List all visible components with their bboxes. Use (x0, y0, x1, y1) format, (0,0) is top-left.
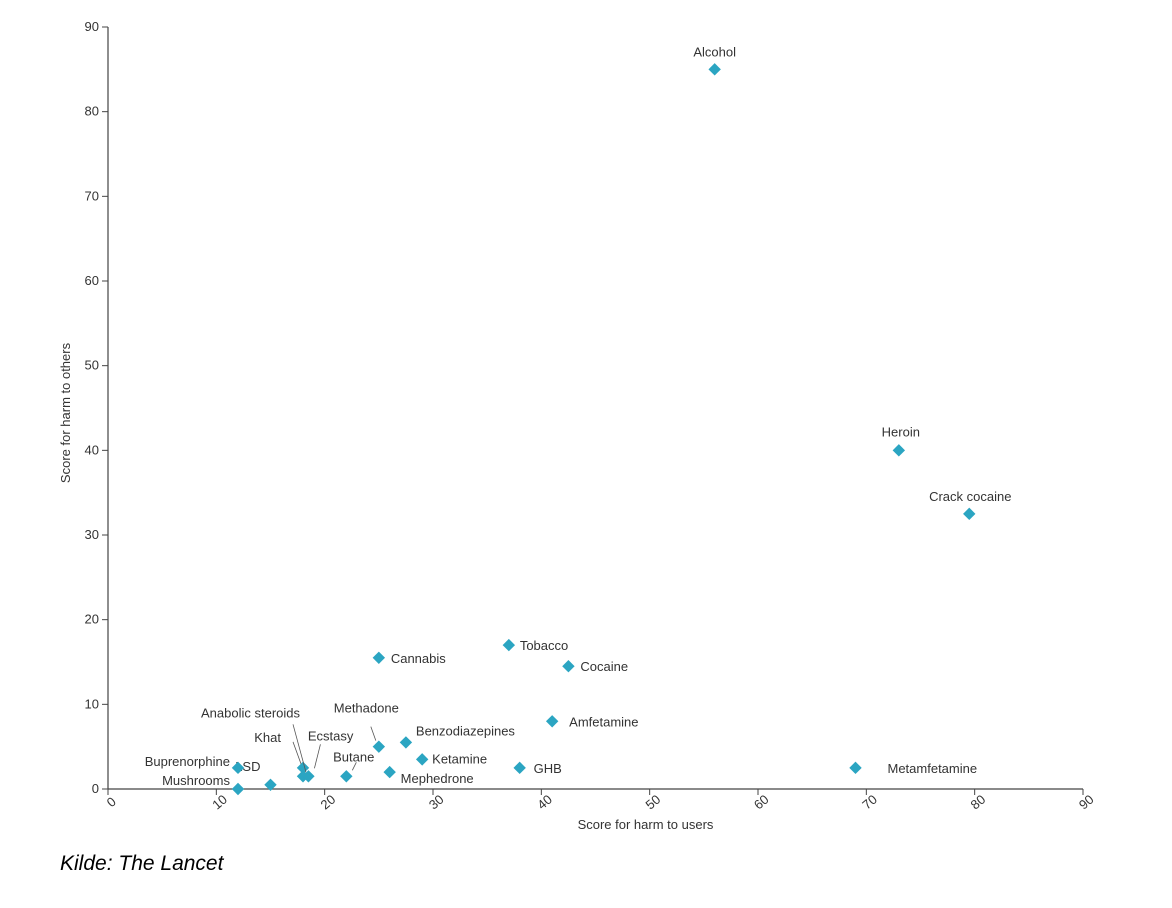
x-tick-label: 80 (968, 792, 989, 813)
point-label: Metamfetamine (888, 761, 978, 776)
point-marker (340, 770, 353, 783)
point-label: Tobacco (520, 638, 568, 653)
y-tick-label: 40 (85, 442, 99, 457)
point-marker (892, 444, 906, 457)
point-marker (231, 761, 245, 775)
point-label: Methadone (334, 701, 399, 716)
point-label: Anabolic steroids (201, 705, 300, 720)
y-tick-label: 90 (85, 19, 99, 34)
leader-line (351, 762, 357, 771)
point-marker (302, 770, 315, 783)
y-tick-label: 20 (85, 612, 99, 627)
y-tick-label: 80 (85, 104, 99, 119)
y-tick-label: 70 (85, 188, 99, 203)
source-caption: Kilde: The Lancet (60, 852, 224, 875)
point-marker (513, 761, 526, 775)
point-label: Heroin (882, 424, 920, 439)
x-tick-label: 20 (318, 792, 339, 813)
x-tick-label: 50 (643, 792, 664, 813)
point-label: Cannabis (391, 651, 446, 666)
x-tick-label: 60 (751, 792, 772, 813)
point-label: Khat (254, 730, 281, 745)
y-tick-label: 30 (85, 527, 99, 542)
y-tick-label: 10 (85, 696, 99, 711)
point-label: Cocaine (580, 659, 628, 674)
point-marker (372, 651, 386, 664)
chart-svg: 0 10 20 30 40 50 60 70 80 90 0 10 20 30 40 50 60 70 80 90 Sc… (58, 19, 1097, 832)
point-marker (296, 761, 310, 775)
x-tick-label: 30 (426, 792, 447, 813)
y-axis-title: Score for harm to others (58, 342, 73, 483)
x-tick-label: 10 (209, 792, 230, 813)
point-marker (708, 63, 721, 76)
x-tick-label: 70 (859, 792, 880, 813)
point-label: Crack cocaine (929, 489, 1011, 504)
point-label: Ketamine (432, 751, 487, 766)
x-tick-label: 0 (104, 794, 119, 810)
point-marker (383, 765, 396, 779)
point-marker (502, 638, 516, 652)
point-marker (415, 753, 429, 766)
point-label: Buprenorphine (145, 754, 230, 769)
point-marker (372, 740, 386, 753)
leader-line (370, 726, 377, 741)
point-label: Benzodiazepines (416, 723, 516, 738)
point-label: Mephedrone (401, 771, 474, 786)
x-axis-title: Score for harm to users (578, 817, 714, 832)
y-tick-label: 0 (92, 781, 99, 796)
point-marker (963, 507, 976, 521)
leader-line (292, 741, 302, 764)
point-marker (545, 715, 559, 728)
point-marker (231, 782, 245, 796)
point-label: GHB (534, 761, 562, 776)
leader-line (314, 744, 321, 769)
point-label: Amfetamine (569, 714, 638, 729)
leader-line (292, 724, 307, 773)
point-label: Mushrooms (162, 773, 230, 788)
point-label: Alcohol (693, 44, 736, 59)
point-label: Ecstasy (308, 728, 354, 743)
point-marker (264, 778, 277, 791)
point-marker (399, 736, 413, 749)
y-tick-label: 50 (85, 358, 99, 373)
x-tick-label: 90 (1076, 792, 1097, 813)
scatter-chart: 0 10 20 30 40 50 60 70 80 90 0 10 20 30 40 50 60 70 80 90 Sc… (58, 19, 1097, 832)
point-marker (849, 761, 862, 775)
x-tick-label: 40 (534, 792, 555, 813)
point-label: Butane (333, 749, 374, 764)
point-marker (562, 660, 575, 673)
y-tick-label: 60 (85, 273, 99, 288)
